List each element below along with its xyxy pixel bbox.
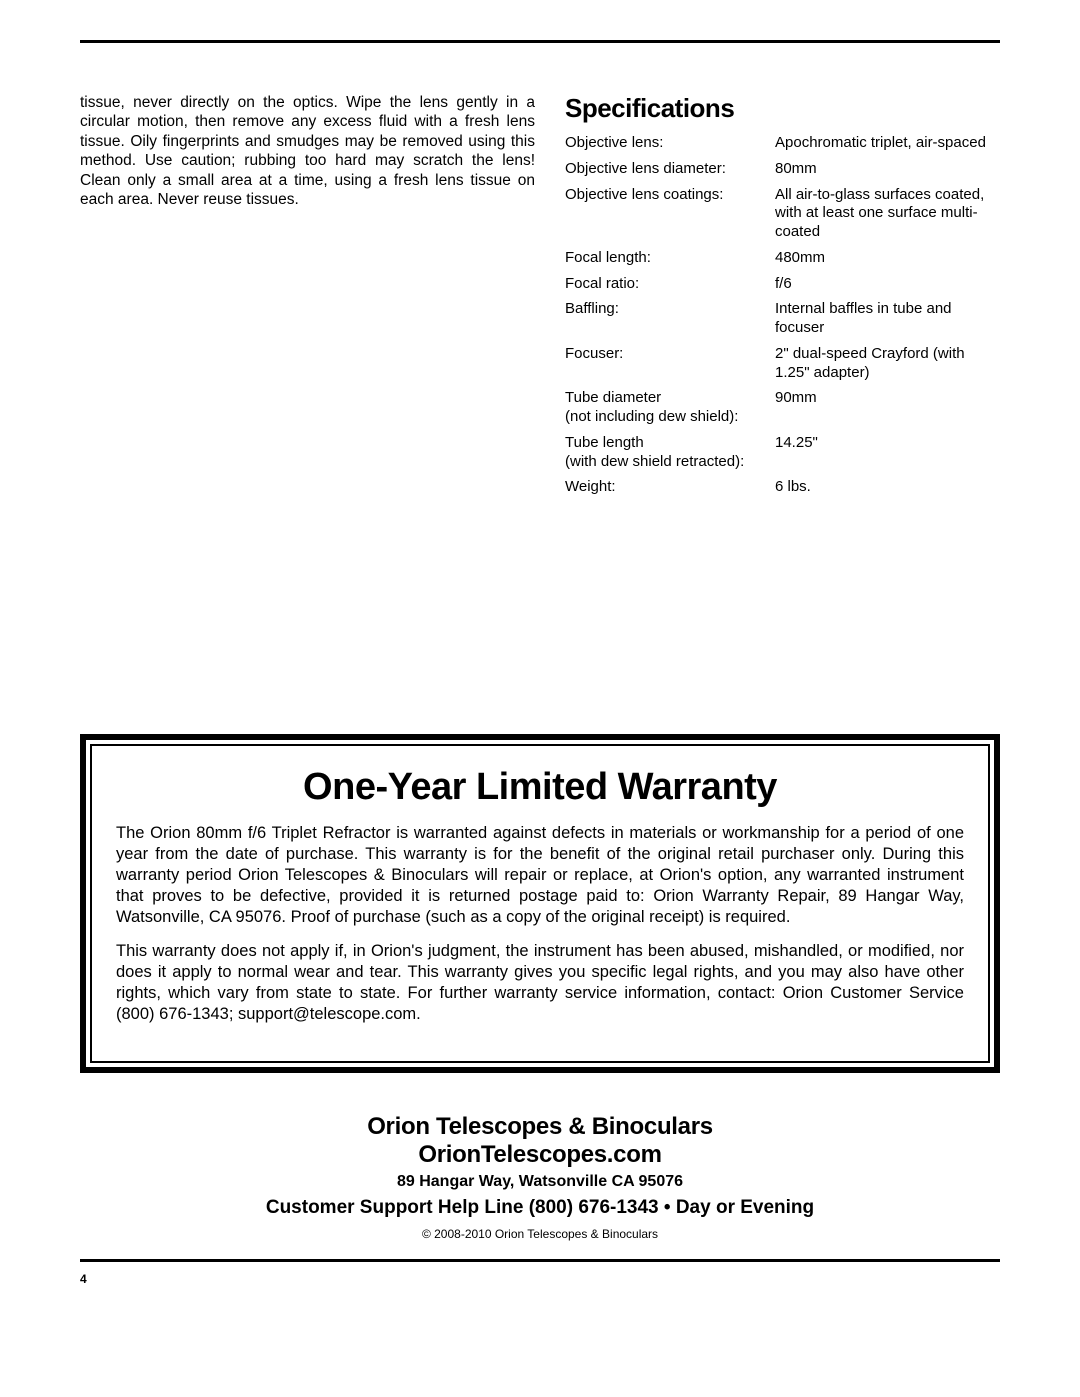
spec-value: Apochromatic triplet, air-spaced [775,134,1000,153]
spec-row: Focal ratio:f/6 [565,275,1000,294]
footer: Orion Telescopes & Binoculars OrionTeles… [80,1113,1000,1241]
warranty-paragraph-2: This warranty does not apply if, in Orio… [116,941,964,1025]
top-rule [80,40,1000,43]
specifications-heading: Specifications [565,93,1000,124]
spec-value: 2" dual-speed Crayford (with 1.25" adapt… [775,345,1000,383]
right-column: Specifications Objective lens:Apochromat… [565,93,1000,504]
spec-value: 14.25" [775,434,1000,472]
footer-copyright: © 2008-2010 Orion Telescopes & Binocular… [80,1227,1000,1241]
spec-value: 480mm [775,249,1000,268]
spec-value: 90mm [775,389,1000,427]
spec-label: Objective lens: [565,134,775,153]
spec-row: Tube diameter (not including dew shield)… [565,389,1000,427]
cleaning-paragraph: tissue, never directly on the optics. Wi… [80,93,535,209]
warranty-box-inner: One-Year Limited Warranty The Orion 80mm… [90,744,990,1063]
spec-row: Baffling:Internal baffles in tube and fo… [565,300,1000,338]
spec-label: Baffling: [565,300,775,338]
spec-label: Focal length: [565,249,775,268]
spec-row: Weight:6 lbs. [565,478,1000,497]
footer-helpline: Customer Support Help Line (800) 676-134… [80,1197,1000,1219]
page-container: tissue, never directly on the optics. Wi… [0,0,1080,1316]
warranty-title: One-Year Limited Warranty [116,766,964,809]
footer-company: Orion Telescopes & Binoculars [80,1113,1000,1141]
spec-row: Tube length (with dew shield retracted):… [565,434,1000,472]
spec-value: 80mm [775,160,1000,179]
two-column-layout: tissue, never directly on the optics. Wi… [80,93,1000,504]
spec-label: Objective lens diameter: [565,160,775,179]
spec-value: All air-to-glass surfaces coated, with a… [775,186,1000,242]
spec-value: 6 lbs. [775,478,1000,497]
spec-row: Objective lens:Apochromatic triplet, air… [565,134,1000,153]
specifications-table: Objective lens:Apochromatic triplet, air… [565,134,1000,497]
warranty-paragraph-1: The Orion 80mm f/6 Triplet Refractor is … [116,823,964,929]
spec-label: Tube length (with dew shield retracted): [565,434,775,472]
spec-value: Internal baffles in tube and focuser [775,300,1000,338]
bottom-rule [80,1259,1000,1262]
footer-address: 89 Hangar Way, Watsonville CA 95076 [80,1173,1000,1191]
left-column: tissue, never directly on the optics. Wi… [80,93,535,504]
spec-label: Focal ratio: [565,275,775,294]
warranty-box: One-Year Limited Warranty The Orion 80mm… [80,734,1000,1073]
spec-row: Objective lens diameter:80mm [565,160,1000,179]
spec-row: Focuser:2" dual-speed Crayford (with 1.2… [565,345,1000,383]
page-number: 4 [80,1272,1000,1286]
footer-website: OrionTelescopes.com [80,1141,1000,1169]
spec-row: Objective lens coatings:All air-to-glass… [565,186,1000,242]
spec-row: Focal length:480mm [565,249,1000,268]
spec-label: Objective lens coatings: [565,186,775,242]
spec-label: Weight: [565,478,775,497]
spec-label: Tube diameter (not including dew shield)… [565,389,775,427]
spec-label: Focuser: [565,345,775,383]
spec-value: f/6 [775,275,1000,294]
